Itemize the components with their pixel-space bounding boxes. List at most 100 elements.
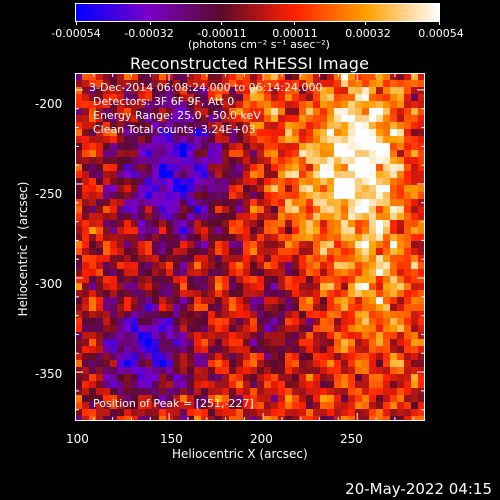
heatmap-cell xyxy=(313,143,321,151)
heatmap-cell xyxy=(173,416,181,421)
heatmap-cell xyxy=(292,213,300,221)
heatmap-cell xyxy=(292,234,300,242)
heatmap-cell xyxy=(103,388,111,396)
heatmap-cell xyxy=(103,227,111,235)
heatmap-cell xyxy=(327,199,335,207)
heatmap-cell xyxy=(376,255,384,263)
heatmap-cell xyxy=(250,101,258,109)
heatmap-cell xyxy=(334,318,342,326)
heatmap-cell xyxy=(222,94,230,102)
heatmap-cell xyxy=(89,283,97,291)
heatmap-cell xyxy=(369,227,377,235)
heatmap-cell xyxy=(75,234,83,242)
heatmap-cell xyxy=(194,290,202,298)
heatmap-cell xyxy=(159,395,167,403)
heatmap-cell xyxy=(327,129,335,137)
heatmap-cell xyxy=(411,360,419,368)
heatmap-cell xyxy=(103,199,111,207)
heatmap-cell xyxy=(271,150,279,158)
heatmap-cell xyxy=(313,213,321,221)
heatmap-cell xyxy=(299,87,307,95)
heatmap-cell xyxy=(334,129,342,137)
heatmap-cell xyxy=(131,402,139,410)
heatmap-cell xyxy=(327,206,335,214)
heatmap-cell xyxy=(376,185,384,193)
heatmap-cell xyxy=(229,360,237,368)
heatmap-cell xyxy=(208,255,216,263)
heatmap-cell xyxy=(243,318,251,326)
heatmap-cell xyxy=(376,297,384,305)
heatmap-cell xyxy=(397,311,405,319)
heatmap-cell xyxy=(390,374,398,382)
heatmap-cell xyxy=(96,157,104,165)
heatmap-cell xyxy=(383,367,391,375)
heatmap-cell xyxy=(397,136,405,144)
heatmap-cell xyxy=(180,262,188,270)
heatmap-cell xyxy=(271,353,279,361)
heatmap-cell xyxy=(271,367,279,375)
heatmap-cell xyxy=(187,192,195,200)
heatmap-cell xyxy=(313,87,321,95)
heatmap-cell xyxy=(222,157,230,165)
heatmap-cell xyxy=(201,353,209,361)
heatmap-cell xyxy=(89,388,97,396)
heatmap-cell xyxy=(89,227,97,235)
heatmap-cell xyxy=(292,283,300,291)
heatmap-cell xyxy=(145,276,153,284)
heatmap-cell xyxy=(334,185,342,193)
heatmap-cell xyxy=(229,136,237,144)
heatmap-cell xyxy=(89,241,97,249)
heatmap-cell xyxy=(110,122,118,130)
heatmap-cell xyxy=(96,255,104,263)
heatmap-cell xyxy=(103,80,111,88)
heatmap-cell xyxy=(222,304,230,312)
heatmap-cell xyxy=(313,157,321,165)
heatmap-cell xyxy=(82,227,90,235)
heatmap-cell xyxy=(103,409,111,417)
heatmap-cell xyxy=(145,402,153,410)
heatmap-cell xyxy=(327,269,335,277)
heatmap-cell xyxy=(292,108,300,116)
heatmap-cell xyxy=(138,136,146,144)
heatmap-cell xyxy=(362,325,370,333)
heatmap-cell xyxy=(124,290,132,298)
heatmap-cell xyxy=(187,353,195,361)
heatmap-cell xyxy=(187,108,195,116)
heatmap-cell xyxy=(397,164,405,172)
heatmap-cell xyxy=(138,346,146,354)
heatmap-cell xyxy=(180,80,188,88)
heatmap-cell xyxy=(110,164,118,172)
heatmap-cell xyxy=(404,136,412,144)
heatmap-cell xyxy=(138,185,146,193)
heatmap-cell xyxy=(278,409,286,417)
heatmap-cell xyxy=(369,129,377,137)
heatmap-cell xyxy=(166,395,174,403)
heatmap-cell xyxy=(96,402,104,410)
heatmap-cell xyxy=(257,220,265,228)
heatmap-cell xyxy=(404,241,412,249)
heatmap-cell xyxy=(75,213,83,221)
heatmap-cell xyxy=(229,206,237,214)
heatmap-cell xyxy=(369,164,377,172)
heatmap-cell xyxy=(397,374,405,382)
heatmap-cell xyxy=(383,171,391,179)
heatmap-cell xyxy=(229,73,237,81)
heatmap-cell xyxy=(89,192,97,200)
heatmap-cell xyxy=(334,409,342,417)
heatmap-cell xyxy=(222,115,230,123)
heatmap-cell xyxy=(82,101,90,109)
heatmap-cell xyxy=(208,87,216,95)
heatmap-cell xyxy=(348,164,356,172)
heatmap-cell xyxy=(292,199,300,207)
heatmap-cell xyxy=(110,283,118,291)
heatmap-cell xyxy=(418,318,425,326)
heatmap-cell xyxy=(383,213,391,221)
heatmap-cell xyxy=(75,381,83,389)
heatmap-cell xyxy=(208,171,216,179)
heatmap-cell xyxy=(390,185,398,193)
heatmap-cell xyxy=(124,164,132,172)
heatmap-cell xyxy=(180,164,188,172)
heatmap-cell xyxy=(264,241,272,249)
heatmap-cell xyxy=(236,318,244,326)
heatmap-cell xyxy=(89,276,97,284)
